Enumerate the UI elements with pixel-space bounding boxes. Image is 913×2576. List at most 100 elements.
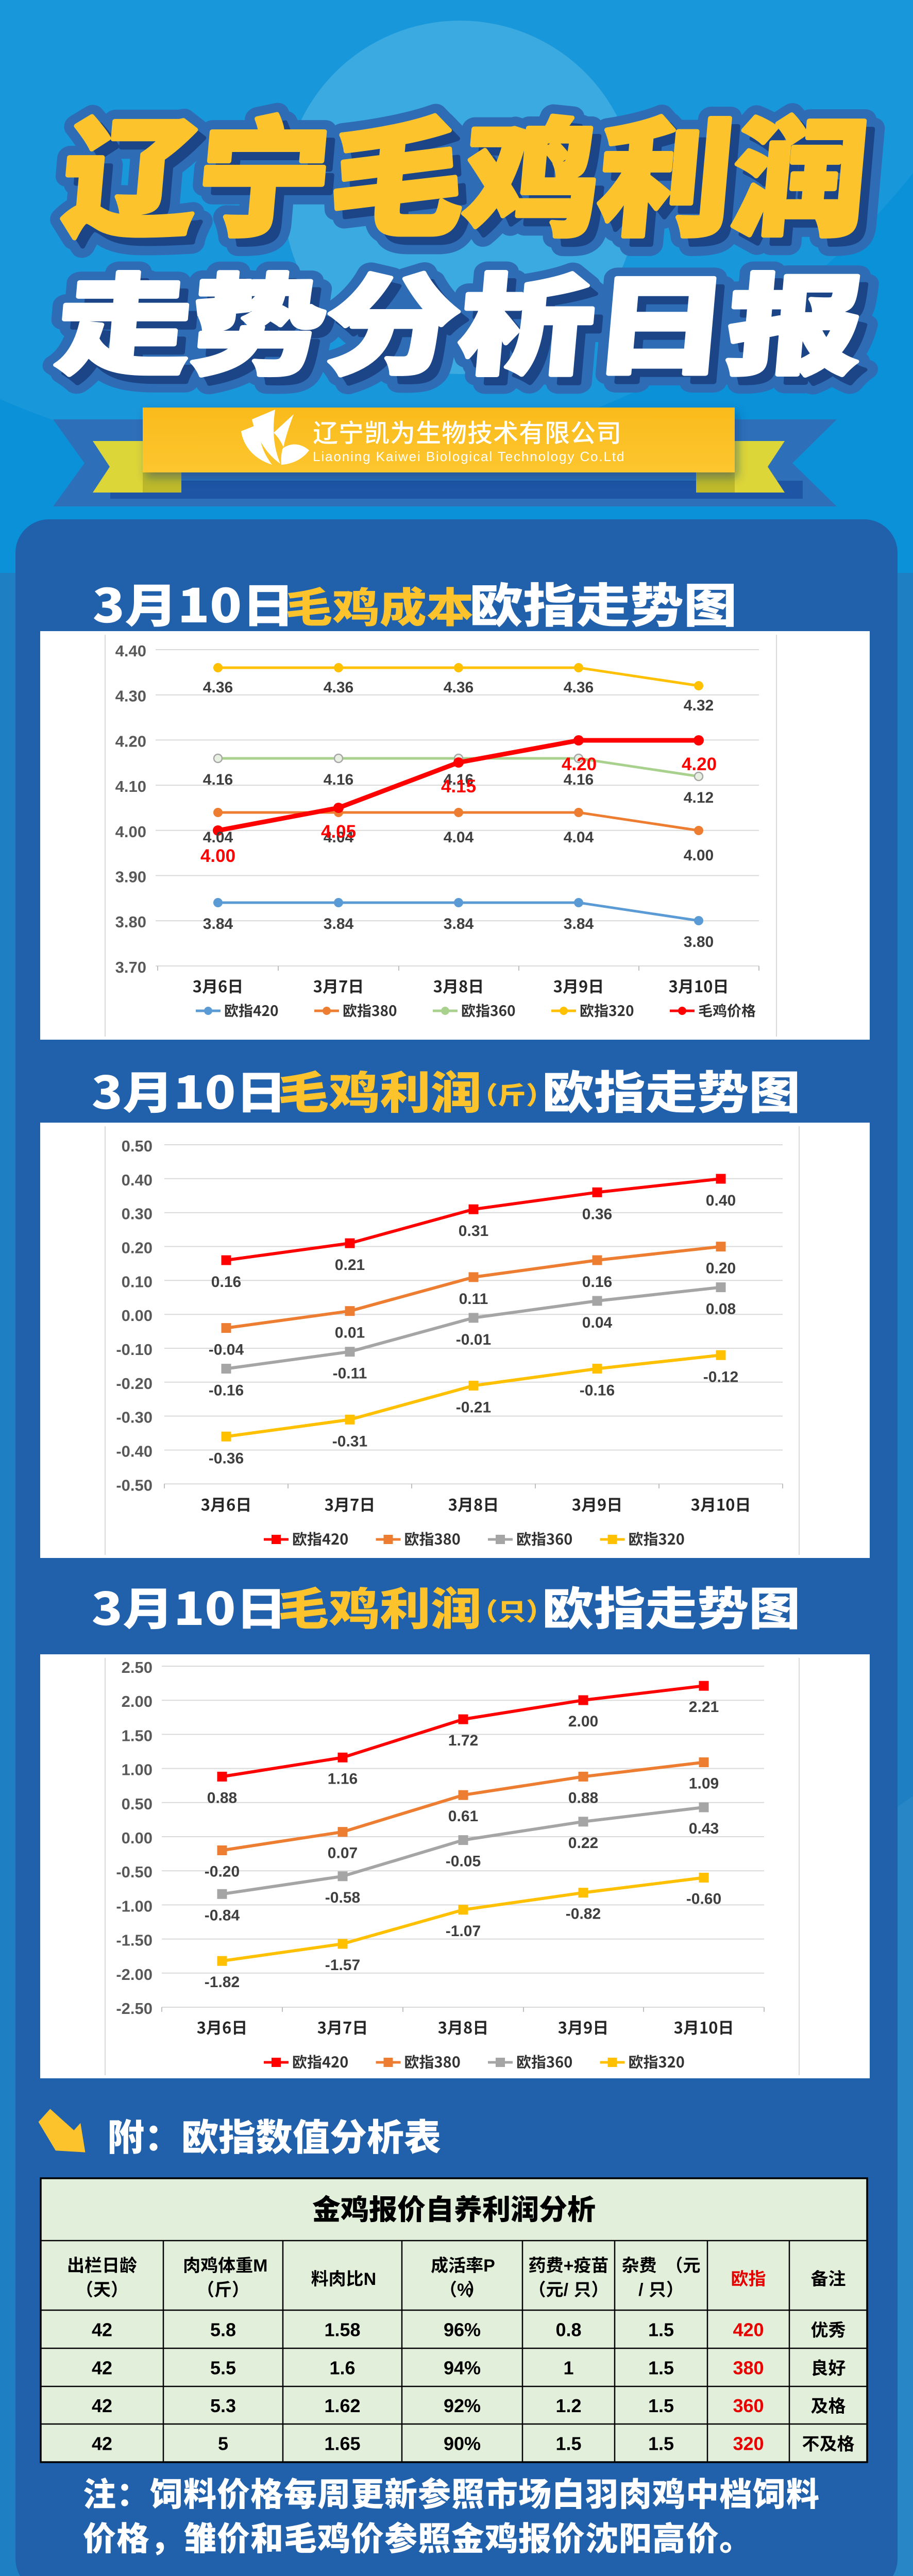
svg-text:3.84: 3.84 xyxy=(203,916,233,933)
svg-text:-1.07: -1.07 xyxy=(446,1923,481,1940)
svg-text:4.16: 4.16 xyxy=(203,771,233,788)
svg-text:-0.60: -0.60 xyxy=(686,1891,721,1908)
svg-text:-0.16: -0.16 xyxy=(580,1382,615,1399)
svg-text:-0.82: -0.82 xyxy=(566,1906,601,1923)
svg-text:94%: 94% xyxy=(444,2358,481,2379)
svg-text:0.30: 0.30 xyxy=(122,1205,153,1223)
svg-text:-1.57: -1.57 xyxy=(325,1957,360,1974)
svg-text:1.5: 1.5 xyxy=(648,2395,674,2416)
svg-text:1.65: 1.65 xyxy=(324,2433,360,2454)
svg-text:0.20: 0.20 xyxy=(122,1239,153,1257)
svg-text:-0.16: -0.16 xyxy=(209,1382,244,1399)
svg-text:0.10: 0.10 xyxy=(122,1273,153,1291)
svg-text:1.5: 1.5 xyxy=(555,2433,581,2454)
svg-text:2.50: 2.50 xyxy=(122,1658,153,1676)
svg-text:1.5: 1.5 xyxy=(648,2433,674,2454)
svg-text:42: 42 xyxy=(92,2395,112,2416)
svg-text:2.00: 2.00 xyxy=(122,1692,153,1710)
svg-text:-0.36: -0.36 xyxy=(209,1450,244,1467)
svg-text:0.11: 0.11 xyxy=(459,1291,488,1308)
svg-text:0.8: 0.8 xyxy=(555,2319,581,2341)
svg-text:0.40: 0.40 xyxy=(706,1192,736,1209)
svg-text:-1.50: -1.50 xyxy=(116,1931,153,1950)
svg-text:1: 1 xyxy=(563,2358,573,2379)
svg-text:1.72: 1.72 xyxy=(448,1732,478,1749)
svg-text:4.04: 4.04 xyxy=(324,829,354,846)
svg-text:3.80: 3.80 xyxy=(684,934,714,951)
svg-text:4.36: 4.36 xyxy=(564,679,594,696)
svg-text:4.10: 4.10 xyxy=(115,777,146,795)
svg-text:4.30: 4.30 xyxy=(115,687,146,705)
svg-text:-0.40: -0.40 xyxy=(116,1443,153,1461)
svg-text:4.04: 4.04 xyxy=(564,829,594,846)
svg-text:0.16: 0.16 xyxy=(211,1274,241,1291)
svg-text:-0.01: -0.01 xyxy=(456,1331,491,1348)
svg-text:4.12: 4.12 xyxy=(684,789,714,806)
svg-text:92%: 92% xyxy=(444,2395,481,2416)
svg-text:0.07: 0.07 xyxy=(328,1845,358,1862)
svg-text:-0.50: -0.50 xyxy=(116,1863,153,1881)
svg-text:P: P xyxy=(483,2256,495,2276)
svg-text:4.20: 4.20 xyxy=(682,754,717,774)
svg-text:-0.84: -0.84 xyxy=(205,1907,240,1924)
svg-text:-0.11: -0.11 xyxy=(333,1365,367,1382)
svg-text:4.40: 4.40 xyxy=(115,642,146,660)
svg-text:360: 360 xyxy=(733,2395,764,2416)
svg-text:0.50: 0.50 xyxy=(122,1795,153,1813)
svg-text:0.16: 0.16 xyxy=(582,1274,612,1291)
svg-text:-2.50: -2.50 xyxy=(116,1999,153,2018)
svg-text:0.40: 0.40 xyxy=(122,1171,153,1189)
svg-text:4.00: 4.00 xyxy=(115,823,146,841)
svg-text:3.84: 3.84 xyxy=(564,916,594,933)
svg-text:N: N xyxy=(364,2269,377,2289)
svg-text:0.50: 0.50 xyxy=(122,1137,153,1155)
svg-text:0.88: 0.88 xyxy=(207,1789,237,1806)
svg-text:0.43: 0.43 xyxy=(689,1820,719,1837)
svg-text:4.16: 4.16 xyxy=(444,771,474,788)
svg-text:1.5: 1.5 xyxy=(648,2319,674,2341)
svg-text:42: 42 xyxy=(92,2433,112,2454)
svg-text:-0.05: -0.05 xyxy=(446,1853,481,1870)
svg-text:-0.30: -0.30 xyxy=(116,1409,153,1427)
svg-text:1.6: 1.6 xyxy=(329,2358,355,2379)
svg-text:/: / xyxy=(638,2280,644,2300)
svg-text:0.04: 0.04 xyxy=(582,1314,613,1331)
svg-text:M: M xyxy=(253,2256,267,2276)
svg-text:420: 420 xyxy=(733,2319,764,2341)
svg-text:1.00: 1.00 xyxy=(122,1761,153,1779)
svg-text:4.32: 4.32 xyxy=(684,697,714,714)
svg-text:-1.82: -1.82 xyxy=(205,1974,240,1991)
svg-text:5.3: 5.3 xyxy=(210,2395,236,2416)
svg-text:-0.50: -0.50 xyxy=(116,1476,153,1494)
svg-text:1.58: 1.58 xyxy=(324,2319,360,2341)
svg-text:/: / xyxy=(564,2280,569,2300)
svg-text:0.08: 0.08 xyxy=(706,1301,736,1318)
svg-text:0.61: 0.61 xyxy=(448,1808,478,1825)
svg-text:96%: 96% xyxy=(444,2319,481,2341)
svg-text:-0.58: -0.58 xyxy=(325,1889,360,1906)
svg-text:1.5: 1.5 xyxy=(648,2358,674,2379)
svg-text:0.00: 0.00 xyxy=(122,1829,153,1847)
svg-text:320: 320 xyxy=(733,2433,764,2454)
svg-text:0.20: 0.20 xyxy=(706,1260,736,1277)
svg-text:1.50: 1.50 xyxy=(122,1726,153,1744)
svg-text:-0.10: -0.10 xyxy=(116,1341,153,1359)
svg-text:4.20: 4.20 xyxy=(115,732,146,750)
svg-text:1.16: 1.16 xyxy=(328,1770,358,1787)
svg-text:380: 380 xyxy=(733,2358,764,2379)
svg-text:-0.21: -0.21 xyxy=(456,1399,491,1416)
svg-text:2.21: 2.21 xyxy=(689,1699,719,1716)
svg-text:3.84: 3.84 xyxy=(324,916,354,933)
svg-text:-0.20: -0.20 xyxy=(116,1375,153,1393)
svg-text:0.00: 0.00 xyxy=(122,1307,153,1325)
svg-text:0.88: 0.88 xyxy=(568,1789,598,1806)
svg-text:4.04: 4.04 xyxy=(203,829,233,846)
svg-text:1.62: 1.62 xyxy=(324,2395,360,2416)
svg-text:0.21: 0.21 xyxy=(335,1257,365,1274)
svg-text:3.90: 3.90 xyxy=(115,868,146,886)
svg-text:0.01: 0.01 xyxy=(335,1325,365,1342)
svg-text:3.84: 3.84 xyxy=(444,916,474,933)
svg-text:-1.00: -1.00 xyxy=(116,1897,153,1915)
svg-text:42: 42 xyxy=(92,2319,112,2341)
svg-text:0.31: 0.31 xyxy=(459,1223,488,1240)
